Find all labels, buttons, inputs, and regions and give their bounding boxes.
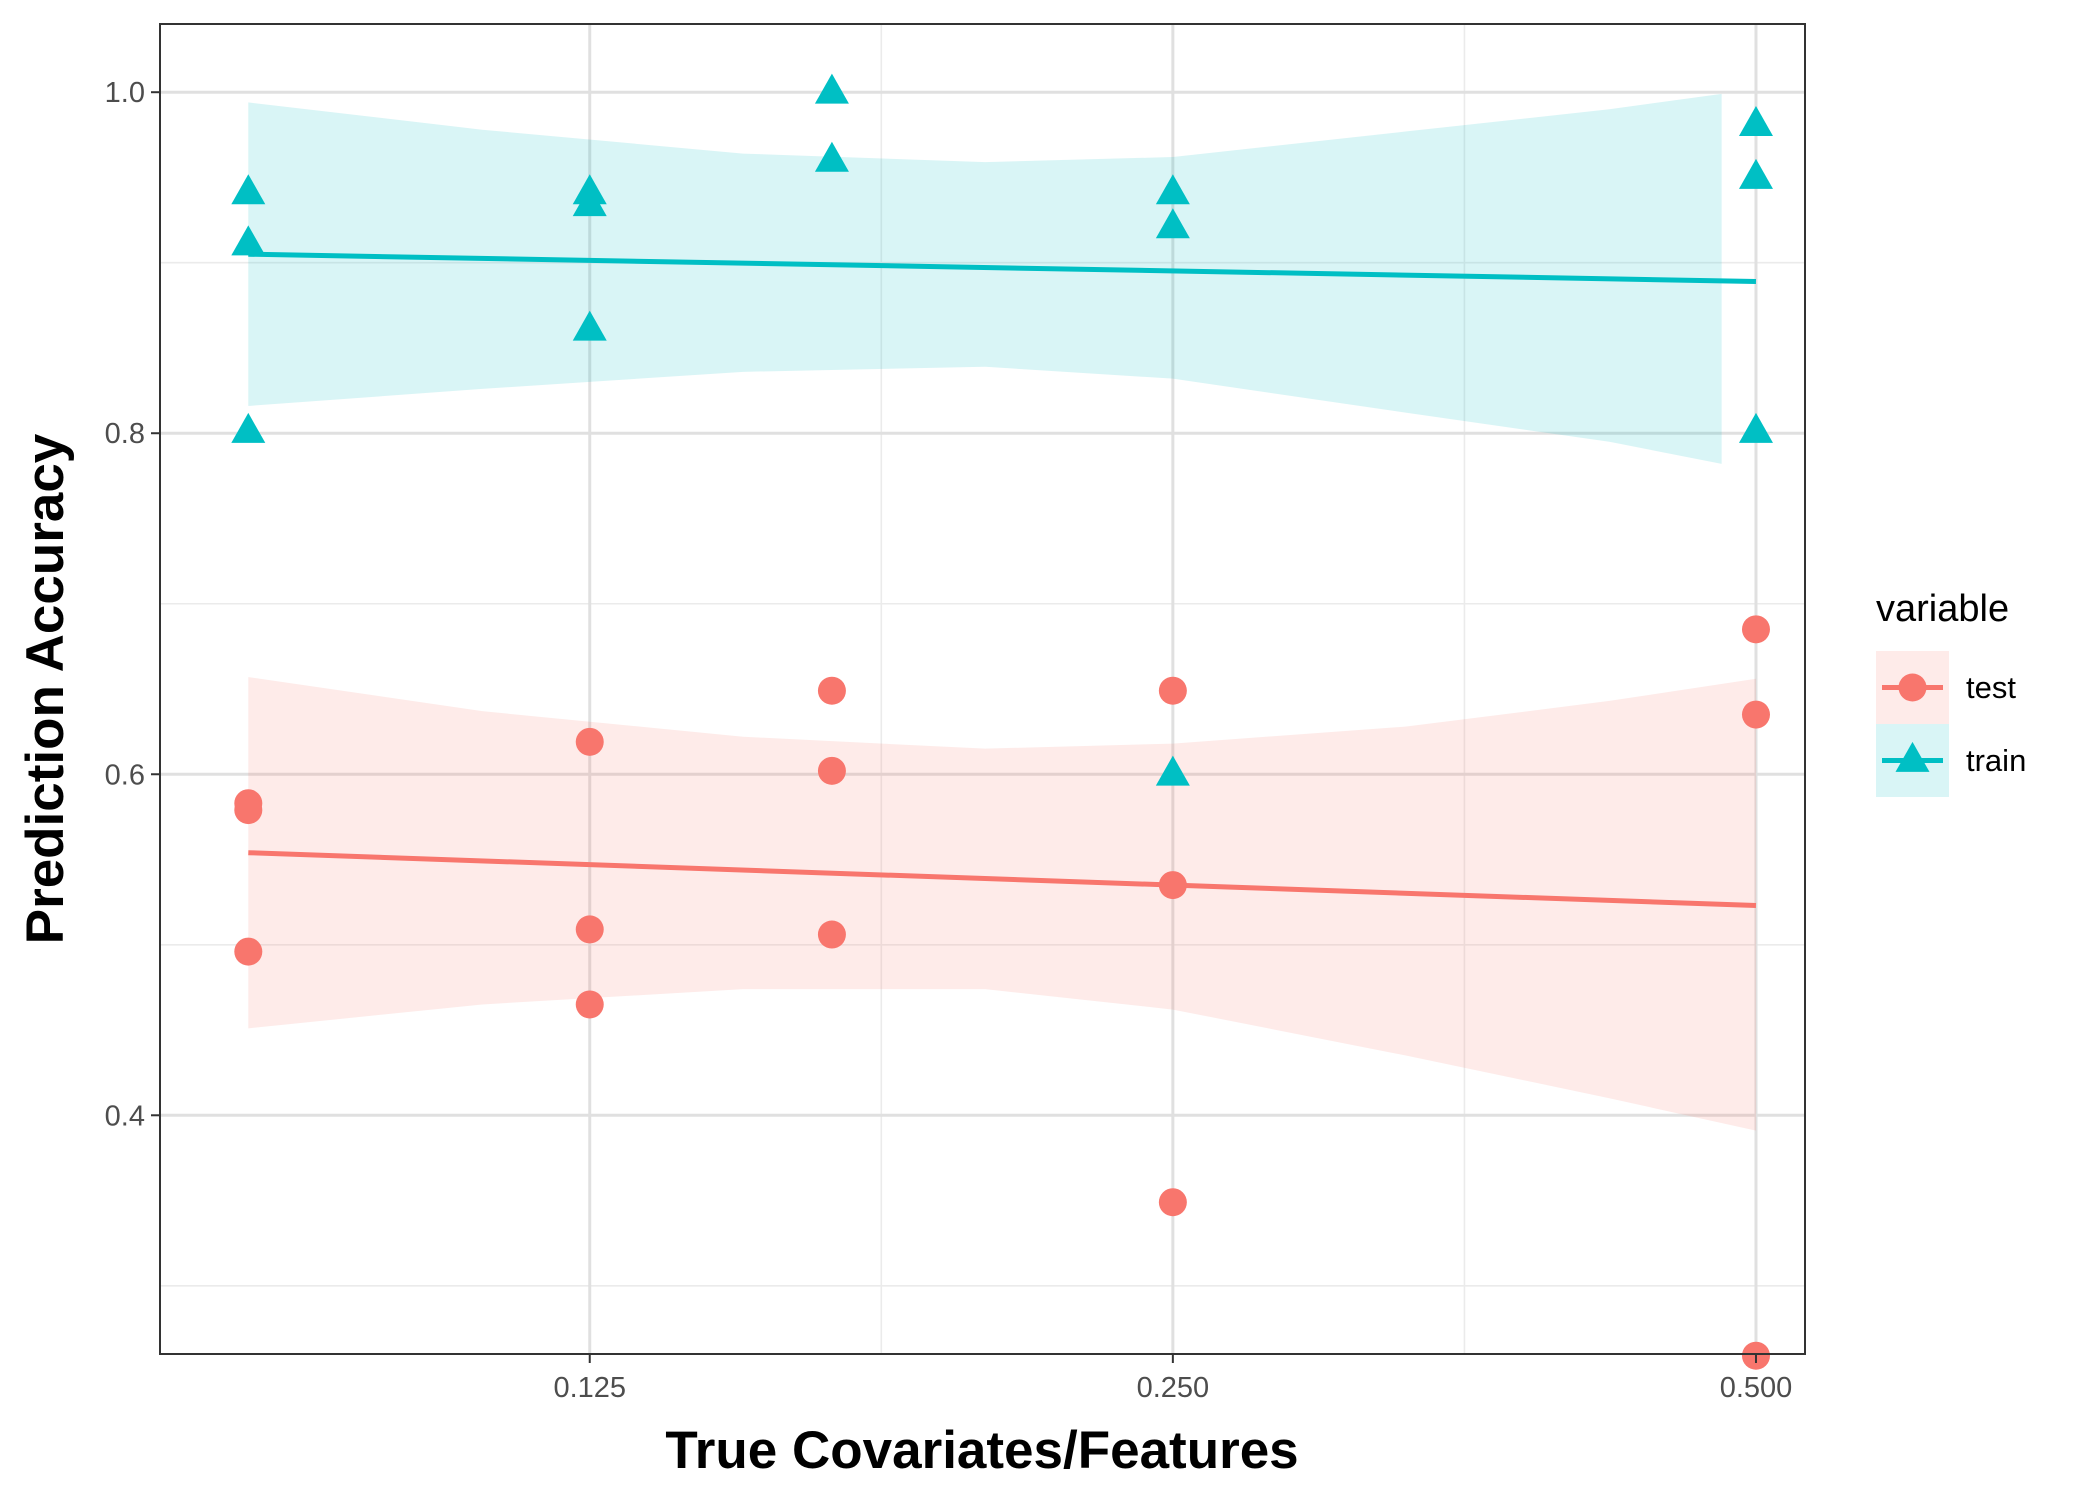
data-point-train — [1738, 412, 1773, 443]
legend-title: variable — [1876, 588, 2009, 630]
data-point-train — [1155, 755, 1190, 786]
data-point-test — [575, 915, 604, 944]
legend-item-train: train — [1876, 724, 2026, 797]
axis-ticks: 0.4 0.6 0.8 1.0 0.125 0.250 0.500 — [105, 77, 1793, 1404]
legend-label: train — [1966, 743, 2026, 778]
data-point-test — [817, 920, 846, 949]
x-tick-label: 0.250 — [1137, 1372, 1210, 1404]
legend: variable test train — [1876, 588, 2026, 797]
data-point-test — [575, 990, 604, 1019]
fit-lines — [248, 251, 1757, 909]
y-axis-title: Prediction Accuracy — [16, 433, 75, 944]
y-tick-label: 0.8 — [105, 418, 145, 450]
x-tick-label: 0.500 — [1720, 1372, 1793, 1404]
y-tick-label: 1.0 — [105, 77, 145, 109]
confidence-band-train — [248, 93, 1722, 464]
confidence-bands — [248, 93, 1756, 1131]
data-point-test — [817, 676, 846, 705]
data-point-test — [1158, 676, 1187, 705]
data-point-test — [1741, 615, 1770, 644]
legend-items: test train — [1876, 651, 2026, 797]
data-points — [231, 73, 1773, 1370]
data-point-test — [575, 727, 604, 756]
data-point-train — [1738, 158, 1773, 189]
data-point-test — [1158, 871, 1187, 900]
data-point-test — [234, 937, 263, 966]
fit-line-train — [248, 251, 1757, 284]
y-tick-label: 0.6 — [105, 759, 145, 791]
data-point-train — [1738, 106, 1773, 137]
legend-key-marker — [1895, 741, 1930, 772]
data-point-test — [234, 796, 263, 825]
confidence-band-test — [248, 677, 1756, 1131]
data-point-test — [1741, 700, 1770, 729]
data-point-train — [1155, 208, 1190, 239]
panel-border — [159, 23, 1806, 1355]
y-tick-label: 0.4 — [105, 1100, 145, 1132]
x-tick-label: 0.125 — [553, 1372, 626, 1404]
data-point-train — [572, 310, 607, 341]
data-point-train — [231, 174, 266, 205]
data-point-train — [231, 412, 266, 443]
panel-background — [160, 24, 1805, 1354]
x-axis-title: True Covariates/Features — [665, 1421, 1298, 1480]
fit-line-test — [248, 850, 1757, 909]
data-point-test — [817, 756, 846, 785]
plot-panel — [159, 23, 1806, 1370]
legend-label: test — [1966, 670, 2016, 705]
data-point-train — [814, 141, 849, 172]
data-point-train — [1155, 174, 1190, 205]
legend-item-test: test — [1876, 651, 2016, 724]
data-point-test — [1158, 1188, 1187, 1217]
legend-key-marker — [1898, 673, 1927, 702]
data-point-train — [572, 186, 607, 217]
data-point-train — [231, 225, 266, 256]
data-point-train — [814, 73, 849, 104]
